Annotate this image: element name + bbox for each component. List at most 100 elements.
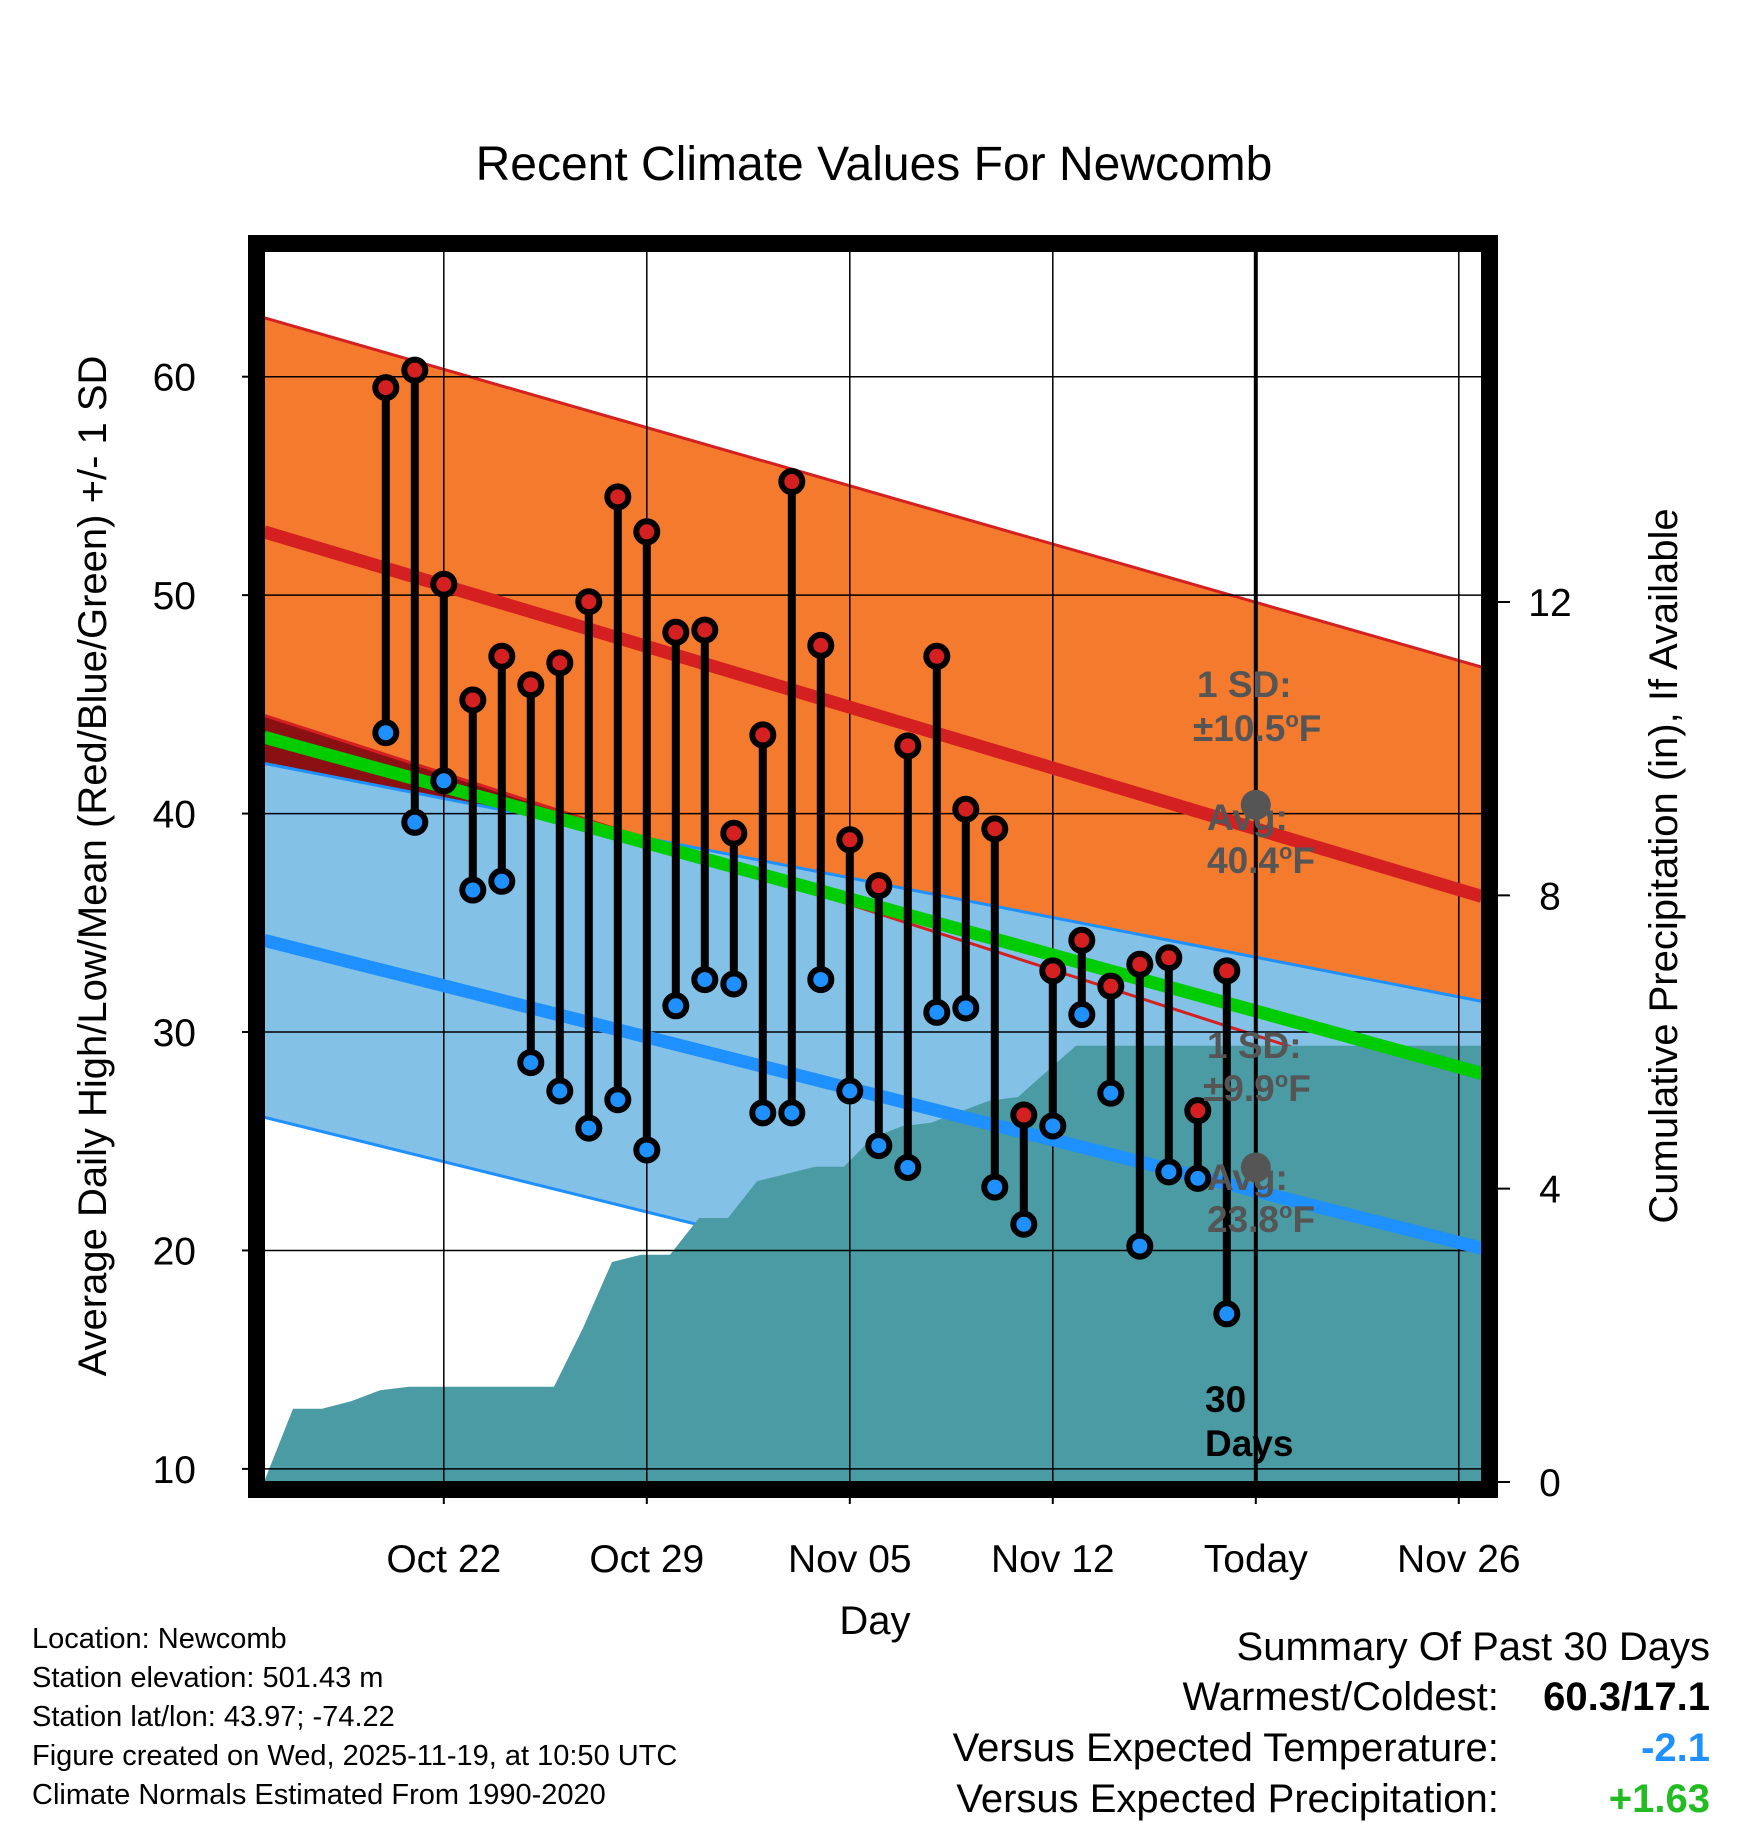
daily-low-point [981,1173,1009,1201]
daily-low-point [952,994,980,1022]
y-axis-label: Average Daily High/Low/Mean (Red/Blue/Gr… [71,356,115,1377]
daily-low-point [372,719,400,747]
x-tick-label: Nov 26 [1397,1538,1521,1581]
daily-low-point [923,998,951,1026]
mean-normal-line [264,730,1482,1080]
daily-low-point [430,767,458,795]
daily-high-point [401,356,429,384]
daily-high-point [633,518,661,546]
daily-high-point [1155,944,1183,972]
temp-anomaly-label: Versus Expected Temperature: [952,1726,1499,1770]
days-count: 30 [1205,1379,1246,1420]
daily-high-point [1213,957,1241,985]
warm-cold-label: Warmest/Coldest: [1182,1675,1499,1719]
daily-low-point [1126,1232,1154,1260]
daily-low-point [546,1077,574,1105]
y-tick-label: 30 [153,1012,196,1055]
precip-anomaly-value: +1.63 [1608,1777,1710,1821]
info-latlon: Station lat/lon: 43.97; -74.22 [32,1701,395,1733]
daily-low-point [1068,1001,1096,1029]
daily-high-point [604,483,632,511]
y-tick-label: 40 [153,794,196,837]
y-tick-label: 50 [153,575,196,618]
daily-high-point [778,468,806,496]
daily-low-point [662,992,690,1020]
daily-high-point [691,616,719,644]
plot-frame [248,235,1498,1498]
daily-bars [381,370,1231,1314]
x-tick-label: Oct 29 [589,1538,704,1581]
temp-anomaly-value: -2.1 [1641,1726,1710,1770]
y2-tick-label: 0 [1539,1462,1561,1505]
daily-low-point [778,1099,806,1127]
daily-low-point [1184,1164,1212,1192]
y2-axis-label: Cumulative Precipitation (in), If Availa… [1642,508,1686,1223]
daily-high-point [1010,1101,1038,1129]
annotations: 1 SD: ±10.5oF Avg: 40.4oF 1 SD: ±9.9oF A… [1193,664,1321,1240]
daily-high-point [546,649,574,677]
x-axis-label: Day [839,1599,910,1643]
daily-low-point [1097,1079,1125,1107]
low-normal-line [264,933,1482,1255]
bottom-axis: Oct 22 Oct 29 Nov 05 Nov 12 Today Nov 26 [386,1490,1521,1581]
x-tick-label: Oct 22 [386,1538,501,1581]
daily-low-point [1010,1210,1038,1238]
station-info: Location: Newcomb Station elevation: 501… [32,1620,677,1815]
y2-tick-label: 4 [1539,1169,1561,1212]
daily-high-point [372,374,400,402]
summary-panel: Summary Of Past 30 Days Warmest/Coldest:… [810,1622,1710,1825]
daily-high-point [749,721,777,749]
daily-low-point [575,1114,603,1142]
high-sd-label: 1 SD: [1197,664,1292,705]
high-sd-value: ±10.5oF [1193,707,1321,749]
daily-high-point [836,826,864,854]
low-sd-label: 1 SD: [1207,1025,1302,1066]
daily-high-point [865,872,893,900]
y2-tick-label: 8 [1539,875,1561,918]
daily-low-point [517,1049,545,1077]
high-avg-value: 40.4oF [1207,839,1315,881]
daily-low-point [1213,1300,1241,1328]
days-word: Days [1205,1423,1293,1464]
summary-precip: Versus Expected Precipitation: +1.63 [810,1774,1710,1825]
x-tick-label: Nov 05 [788,1538,912,1581]
high-normal-line [264,525,1482,903]
daily-high-point [1184,1097,1212,1125]
daily-low-point [488,867,516,895]
summary-warm-cold: Warmest/Coldest: 60.3/17.1 [810,1672,1711,1723]
daily-high-point [662,618,690,646]
high-avg-marker [1240,789,1271,820]
low-avg-value: 23.8oF [1207,1198,1315,1240]
daily-high-point [517,671,545,699]
daily-high-point [1039,957,1067,985]
low-sd-value: ±9.9oF [1203,1067,1311,1109]
daily-high-point [720,819,748,847]
info-location: Location: Newcomb [32,1623,287,1655]
daily-high-point [1126,950,1154,978]
low-avg-marker [1240,1152,1271,1183]
daily-high-point [488,642,516,670]
precipitation-area [264,1045,1482,1482]
plot-area [264,250,1482,1482]
daily-points [372,356,1241,1328]
summary-temp: Versus Expected Temperature: -2.1 [810,1723,1710,1774]
daily-high-point [981,815,1009,843]
daily-high-point [1097,972,1125,1000]
days-label: 30 Days [1205,1379,1293,1464]
x-tick-label: Nov 12 [991,1538,1115,1581]
x-tick-label: Today [1204,1538,1309,1581]
daily-low-point [459,876,487,904]
daily-high-point [459,686,487,714]
info-normals: Climate Normals Estimated From 1990-2020 [32,1779,606,1811]
daily-low-point [633,1136,661,1164]
daily-high-point [575,588,603,616]
daily-high-point [1068,926,1096,954]
daily-high-point [430,570,458,598]
left-axis: 10 20 30 40 50 60 [153,266,256,1492]
summary-title: Summary Of Past 30 Days [1236,1625,1710,1669]
daily-low-point [807,966,835,994]
chart-title: Recent Climate Values For Newcomb [476,138,1273,191]
info-elevation: Station elevation: 501.43 m [32,1662,384,1694]
daily-low-point [401,808,429,836]
daily-high-point [923,642,951,670]
